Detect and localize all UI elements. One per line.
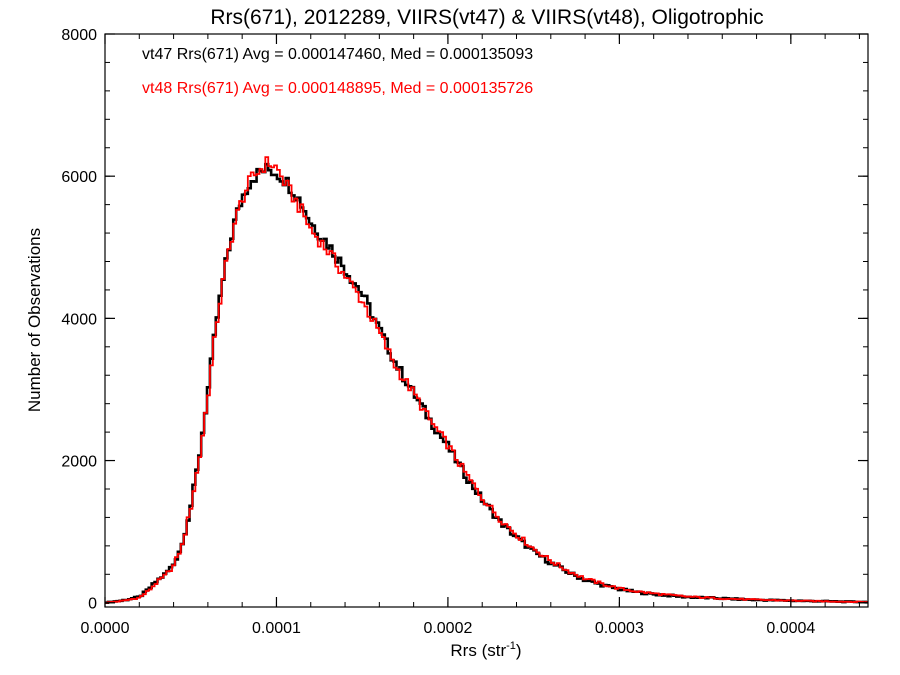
stat-line-vt48: vt48 Rrs(671) Avg = 0.000148895, Med = 0… [142,80,533,97]
x-axis-title-main: Rrs (str [450,641,506,660]
y-tick-label: 4000 [61,311,97,328]
y-tick-label: 0 [88,596,97,613]
histogram-series-vt48 [105,156,868,604]
x-tick-label: 0.0000 [81,620,130,637]
x-tick-label: 0.0002 [423,620,472,637]
x-axis-title-suffix: ) [516,641,522,660]
chart-title: Rrs(671), 2012289, VIIRS(vt47) & VIIRS(v… [210,6,763,29]
y-axis-title: Number of Observations [25,228,44,412]
plot-frame [104,33,869,608]
y-tick-label: 6000 [61,169,97,186]
series-layer [105,156,868,605]
x-tick-label: 0.0004 [766,620,815,637]
y-tick-label: 8000 [61,27,97,44]
ticks-layer: 0.0000 0.0001 0.0002 0.0003 0.0004 0 2000 4000 6… [61,27,868,637]
x-axis-title: Rrs (str-1) [450,640,521,660]
x-axis-title-superscript: -1 [506,640,516,652]
y-tick-label: 2000 [61,454,97,471]
stat-line-vt47: vt47 Rrs(671) Avg = 0.000147460, Med = 0… [142,46,533,63]
x-tick-label: 0.0003 [595,620,644,637]
x-tick-label: 0.0001 [252,620,301,637]
